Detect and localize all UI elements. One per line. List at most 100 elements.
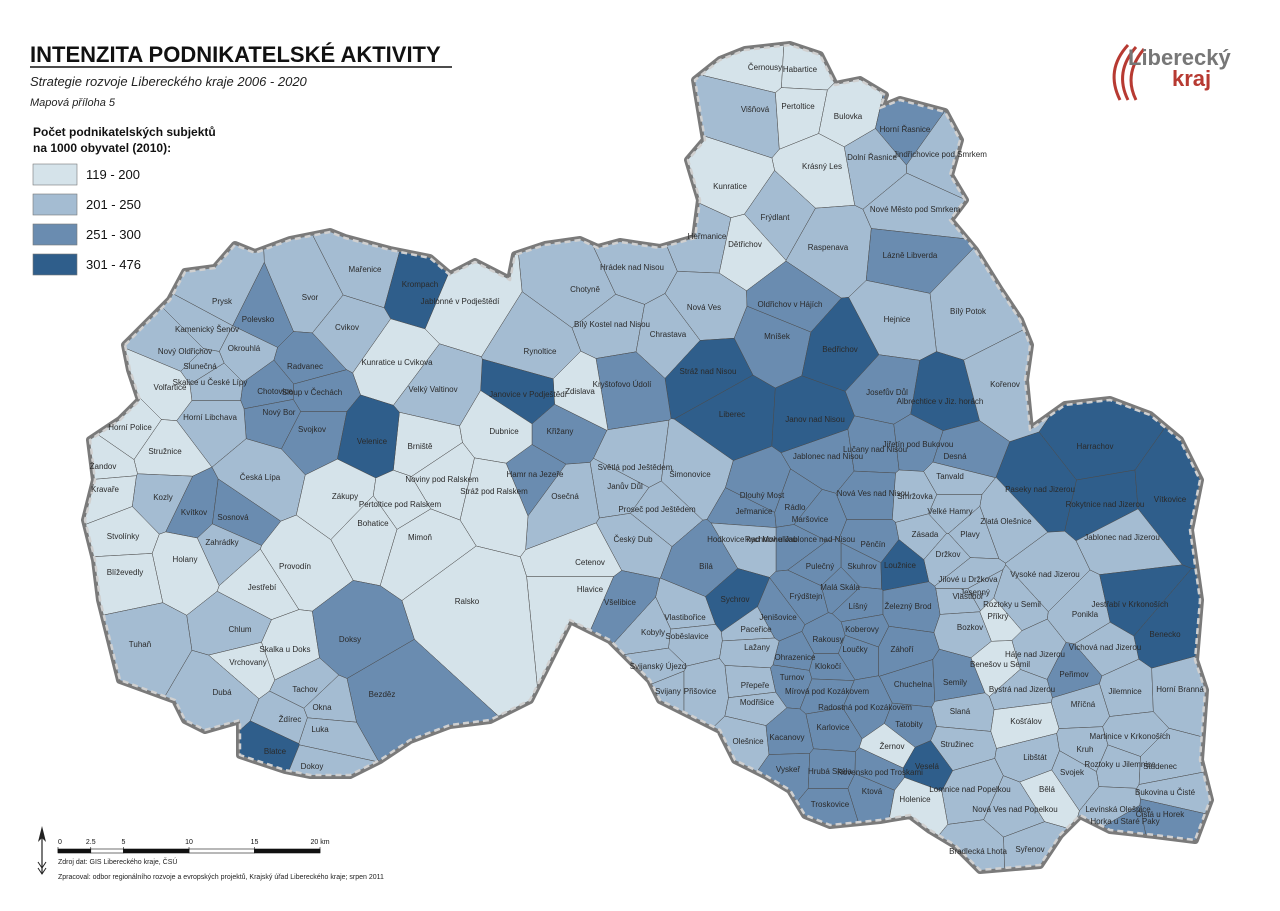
municipality-label: Ralsko: [455, 597, 480, 606]
municipality-label: Nový Oldřichov: [158, 347, 212, 356]
municipality-label: Blatce: [264, 747, 287, 756]
municipality-label: Rovensko pod Troskami: [837, 768, 923, 777]
municipality-label: Bedřichov: [822, 345, 858, 354]
municipality-label: Jilemnice: [1108, 687, 1142, 696]
municipality-label: Kruh: [1077, 745, 1094, 754]
municipality-label: Skuhrov: [847, 562, 876, 571]
municipality: [85, 602, 193, 870]
map-title: INTENZITA PODNIKATELSKÉ AKTIVITY: [30, 42, 441, 67]
municipality-label: Dlouhý Most: [740, 491, 785, 500]
municipality-label: Kacanovy: [769, 733, 804, 742]
municipality-label: Liberec: [719, 410, 745, 419]
municipality-label: Ždírec: [279, 715, 302, 724]
municipality-label: Jablonec nad Nisou: [793, 452, 863, 461]
municipality-label: Kunratice u Cvikova: [361, 358, 433, 367]
scale-bar: 0 2.5 5 10 15 20 km: [57, 839, 330, 854]
municipality-label: Bohatice: [357, 519, 389, 528]
municipality-label: Ktová: [862, 787, 883, 796]
legend-title: na 1000 obyvatel (2010):: [33, 141, 171, 155]
municipality-label: Malá Skála: [820, 583, 860, 592]
scale-label: 10: [185, 839, 193, 846]
municipality-label: Studenec: [1143, 762, 1177, 771]
municipality-label: Žandov: [90, 462, 117, 471]
legend-label: 201 - 250: [86, 197, 141, 212]
municipality-label: Holenice: [899, 795, 931, 804]
municipality-label: Dolní Řasnice: [847, 153, 897, 162]
municipality-label: Nová Ves nad Nisou: [837, 489, 910, 498]
municipality-label: Dubnice: [489, 427, 519, 436]
municipality-label: Dětřichov: [728, 240, 762, 249]
scale-label: 5: [122, 839, 126, 846]
municipality-label: Semily: [943, 678, 967, 687]
municipality-label: Nová Ves nad Popelkou: [972, 805, 1057, 814]
municipality-label: Nové Město pod Smrkem: [870, 205, 961, 214]
municipality: [489, 45, 780, 159]
municipality-label: Jílové u Držkova: [938, 575, 998, 584]
municipality-label: Prysk: [212, 297, 233, 306]
municipality-label: Stráž nad Nisou: [680, 367, 737, 376]
municipality-label: Benecko: [1149, 630, 1181, 639]
municipality-label: Zákupy: [332, 492, 358, 501]
municipality-label: Stráž pod Ralskem: [460, 487, 528, 496]
municipality-label: Vlastibořice: [664, 613, 706, 622]
municipality-label: Provodín: [279, 562, 311, 571]
municipality-label: Hrubá Skála: [808, 767, 853, 776]
municipality-label: Český Dub: [613, 535, 653, 544]
legend: Počet podnikatelských subjektů na 1000 ob…: [32, 125, 216, 276]
municipality-label: Lažany: [744, 643, 770, 652]
scale-label: 0: [58, 839, 62, 846]
logo-text: Liberecký: [1128, 45, 1231, 70]
scale-segment: [90, 848, 124, 854]
municipality-label: Klokočí: [815, 662, 842, 671]
municipality-label: Kryštofovo Údolí: [593, 380, 652, 389]
municipality-label: Sloup v Čechách: [282, 388, 342, 397]
municipality-label: Harrachov: [1077, 442, 1114, 451]
municipality-label: Peřimov: [1059, 670, 1088, 679]
scale-label: 2.5: [86, 839, 96, 846]
municipality-label: Svojkov: [298, 425, 326, 434]
municipality-label: Brniště: [408, 442, 433, 451]
municipality-label: Ponikla: [1072, 610, 1099, 619]
municipality-label: Bozkov: [957, 623, 983, 632]
municipality-label: Kravaře: [91, 485, 120, 494]
municipality-label: Slaná: [950, 707, 971, 716]
municipality-label: Železný Brod: [884, 602, 931, 611]
legend-swatch: [32, 163, 78, 186]
municipality-label: Víchová nad Jizerou: [1069, 643, 1142, 652]
municipality-label: Višňová: [741, 105, 770, 114]
municipality-label: Krásný Les: [802, 162, 842, 171]
municipality-label: Rychnov u Jablonce nad Nisou: [745, 535, 855, 544]
municipality-label: Noviny pod Ralskem: [405, 475, 479, 484]
municipality-label: Horní Branná: [1156, 685, 1204, 694]
legend-label: 251 - 300: [86, 227, 141, 242]
municipality-label: Chuchelna: [894, 680, 933, 689]
municipality-label: Mříčná: [1071, 700, 1096, 709]
municipality-label: Benešov u Semil: [970, 660, 1030, 669]
municipality-label: Bradlecká Lhota: [949, 847, 1007, 856]
municipality-label: Jesenný: [960, 588, 990, 597]
municipality-label: Chotyně: [570, 285, 600, 294]
scale-segment: [57, 848, 92, 854]
municipality-label: Mírová pod Kozákovem: [785, 687, 869, 696]
municipality: [719, 637, 780, 669]
municipality-label: Kvítkov: [181, 508, 207, 517]
municipality-label: Lázně Libverda: [883, 251, 938, 260]
municipality-label: Horní Police: [108, 423, 152, 432]
municipality-label: Dubá: [212, 688, 232, 697]
municipality-label: Roztoky u Semil: [983, 600, 1041, 609]
municipality-label: Bílý Kostel nad Nisou: [574, 320, 650, 329]
municipality-label: Mimoň: [408, 533, 432, 542]
municipality-label: Svor: [302, 293, 319, 302]
municipality-label: Veselá: [915, 762, 940, 771]
map-note: Mapová příloha 5: [30, 97, 116, 109]
municipality-label: Vyskeř: [776, 765, 800, 774]
municipality-label: Rakousy: [812, 635, 843, 644]
municipality-label: Luka: [311, 725, 329, 734]
municipality-label: Smržovka: [897, 492, 933, 501]
municipality-label: Jindřichovice pod Smrkem: [893, 150, 987, 159]
region-border-inner: [83, 43, 1212, 872]
municipality-label: Kobyly: [641, 628, 665, 637]
municipality-label: Hejnice: [884, 315, 911, 324]
municipality-label: Rokytnice nad Jizerou: [1066, 500, 1145, 509]
municipality-label: Turnov: [780, 673, 805, 682]
